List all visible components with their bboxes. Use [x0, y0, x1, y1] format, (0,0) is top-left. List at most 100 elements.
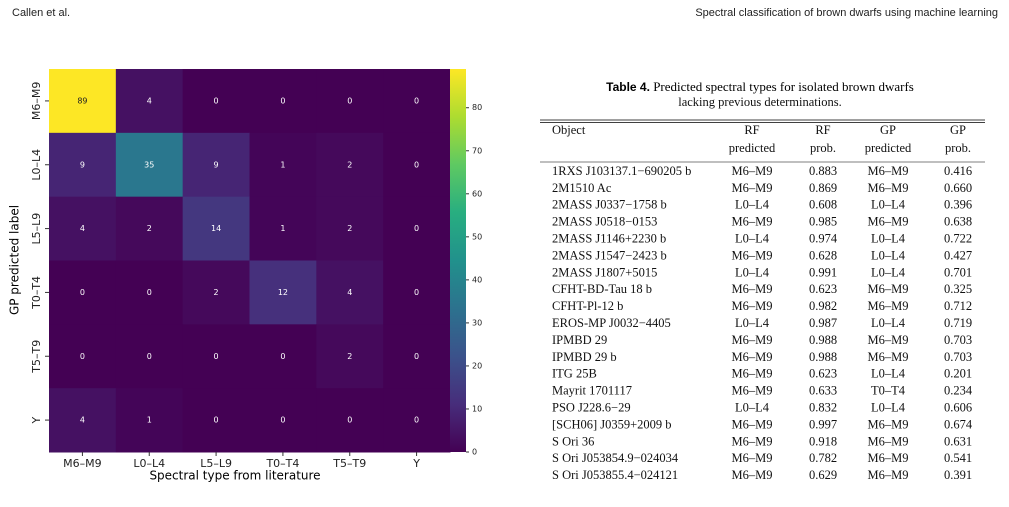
table-cell: 0.703: [944, 350, 972, 364]
table-header: prob.: [810, 141, 836, 155]
cell-value-label: 2: [347, 160, 352, 169]
cell-value-label: 0: [280, 416, 285, 425]
table-cell: M6–M9: [732, 248, 773, 262]
heatmap-cell: [182, 69, 250, 134]
table-cell: M6–M9: [732, 350, 773, 364]
table-cell: M6–M9: [732, 215, 773, 229]
running-head-left: Callen et al.: [12, 7, 70, 19]
heatmap-cell: [383, 69, 451, 134]
table-cell: 0.631: [944, 434, 972, 448]
table-cell: M6–M9: [868, 468, 909, 482]
table-cell: M6–M9: [732, 299, 773, 313]
table-cell: M6–M9: [732, 434, 773, 448]
heatmap-cell: [49, 388, 117, 453]
table-cell: L0–L4: [871, 316, 906, 330]
heatmap-cell: [49, 324, 117, 389]
cell-value-label: 12: [278, 288, 288, 297]
table-cell: 0.722: [944, 231, 972, 245]
table-cell: S Ori J053854.9−024034: [552, 451, 679, 465]
table-cell: L0–L4: [871, 231, 906, 245]
table-cell: 0.201: [944, 367, 972, 381]
table-cell: M6–M9: [732, 367, 773, 381]
table-caption-text: Predicted spectral types for isolated br…: [650, 79, 914, 94]
table-cell: 0.701: [944, 265, 972, 279]
table-cell: 0.416: [944, 164, 972, 178]
table-cell: 0.396: [944, 198, 972, 212]
heatmap-cell: [115, 324, 184, 389]
table-cell: ITG 25B: [552, 367, 597, 381]
table-cell: M6–M9: [868, 282, 909, 296]
cell-value-label: 4: [80, 224, 85, 233]
table-cell: 0.608: [809, 198, 837, 212]
table-cell: 2MASS J0518−0153: [552, 215, 657, 229]
heatmap-cell: [249, 132, 317, 198]
table-cell: 0.832: [809, 400, 837, 414]
heatmap-cell: [249, 388, 317, 453]
heatmap-cell: [316, 69, 384, 134]
heatmap-cell: [49, 196, 117, 261]
heatmap-cell: [115, 388, 184, 453]
y-tick-label: M6–M9: [30, 82, 43, 120]
table-cell: [SCH06] J0359+2009 b: [552, 417, 672, 431]
heatmap-cell: [49, 69, 117, 134]
cell-value-label: 2: [347, 224, 352, 233]
table-cell: 0.660: [944, 181, 972, 195]
table-cell: 0.982: [809, 299, 837, 313]
y-tick-label: L5–L9: [30, 213, 43, 245]
table-cell: 0.988: [809, 333, 837, 347]
table-cell: 0.606: [944, 400, 972, 414]
table-cell: CFHT-BD-Tau 18 b: [552, 282, 652, 296]
table-cell: IPMBD 29: [552, 333, 607, 347]
table-cell: 0.628: [809, 248, 837, 262]
cell-value-label: 0: [147, 352, 152, 361]
table-cell: 2M1510 Ac: [552, 181, 612, 195]
colorbar: [450, 69, 466, 452]
table-header: predicted: [729, 141, 776, 155]
cell-value-label: 9: [80, 160, 85, 169]
heatmap-cell: [182, 132, 250, 198]
colorbar-tick-label: 10: [472, 404, 482, 413]
table-cell: 0.991: [809, 265, 837, 279]
x-tick-label: L0–L4: [133, 457, 165, 470]
cell-value-label: 0: [214, 96, 219, 105]
cell-value-label: 0: [347, 416, 352, 425]
y-tick-label: T5–T9: [30, 340, 43, 374]
table-cell: M6–M9: [868, 350, 909, 364]
table-cell: PSO J228.6−29: [552, 400, 631, 414]
table-cell: 0.974: [809, 231, 838, 245]
table-cell: M6–M9: [868, 333, 909, 347]
heatmap-cell: [249, 196, 317, 261]
cell-value-label: 0: [147, 288, 152, 297]
table-header: GP: [880, 123, 896, 137]
colorbar-tick-label: 70: [472, 146, 482, 155]
table-cell: M6–M9: [732, 164, 773, 178]
table-cell: 0.391: [944, 468, 972, 482]
table-cell: 2MASS J0337−1758 b: [552, 198, 667, 212]
cell-value-label: 2: [347, 352, 352, 361]
table-cell: 0.623: [809, 282, 837, 296]
table-cell: 0.712: [944, 299, 972, 313]
heatmap-cell: [383, 260, 451, 325]
table-cell: M6–M9: [868, 215, 909, 229]
heatmap-cell: [115, 196, 184, 261]
colorbar-tick-label: 60: [472, 189, 482, 198]
heatmap-cell: [383, 196, 451, 261]
heatmap-cell: [49, 132, 117, 198]
cell-value-label: 0: [80, 288, 85, 297]
x-tick-label: Y: [412, 457, 420, 470]
cell-value-label: 4: [147, 96, 152, 105]
table-cell: M6–M9: [868, 417, 909, 431]
heatmap-cell: [316, 260, 384, 325]
heatmap-cell: [316, 388, 384, 453]
cell-value-label: 4: [347, 288, 352, 297]
table-header: Object: [552, 123, 586, 137]
table-cell: 0.719: [944, 316, 972, 330]
colorbar-tick-label: 30: [472, 318, 482, 327]
table-cell: 1RXS J103137.1−690205 b: [552, 164, 691, 178]
cell-value-label: 0: [414, 352, 419, 361]
heatmap-cell: [182, 260, 250, 325]
y-tick-label: L0–L4: [30, 149, 43, 181]
colorbar-tick-label: 50: [472, 232, 482, 241]
table-header: GP: [950, 123, 966, 137]
table-cell: M6–M9: [732, 451, 773, 465]
